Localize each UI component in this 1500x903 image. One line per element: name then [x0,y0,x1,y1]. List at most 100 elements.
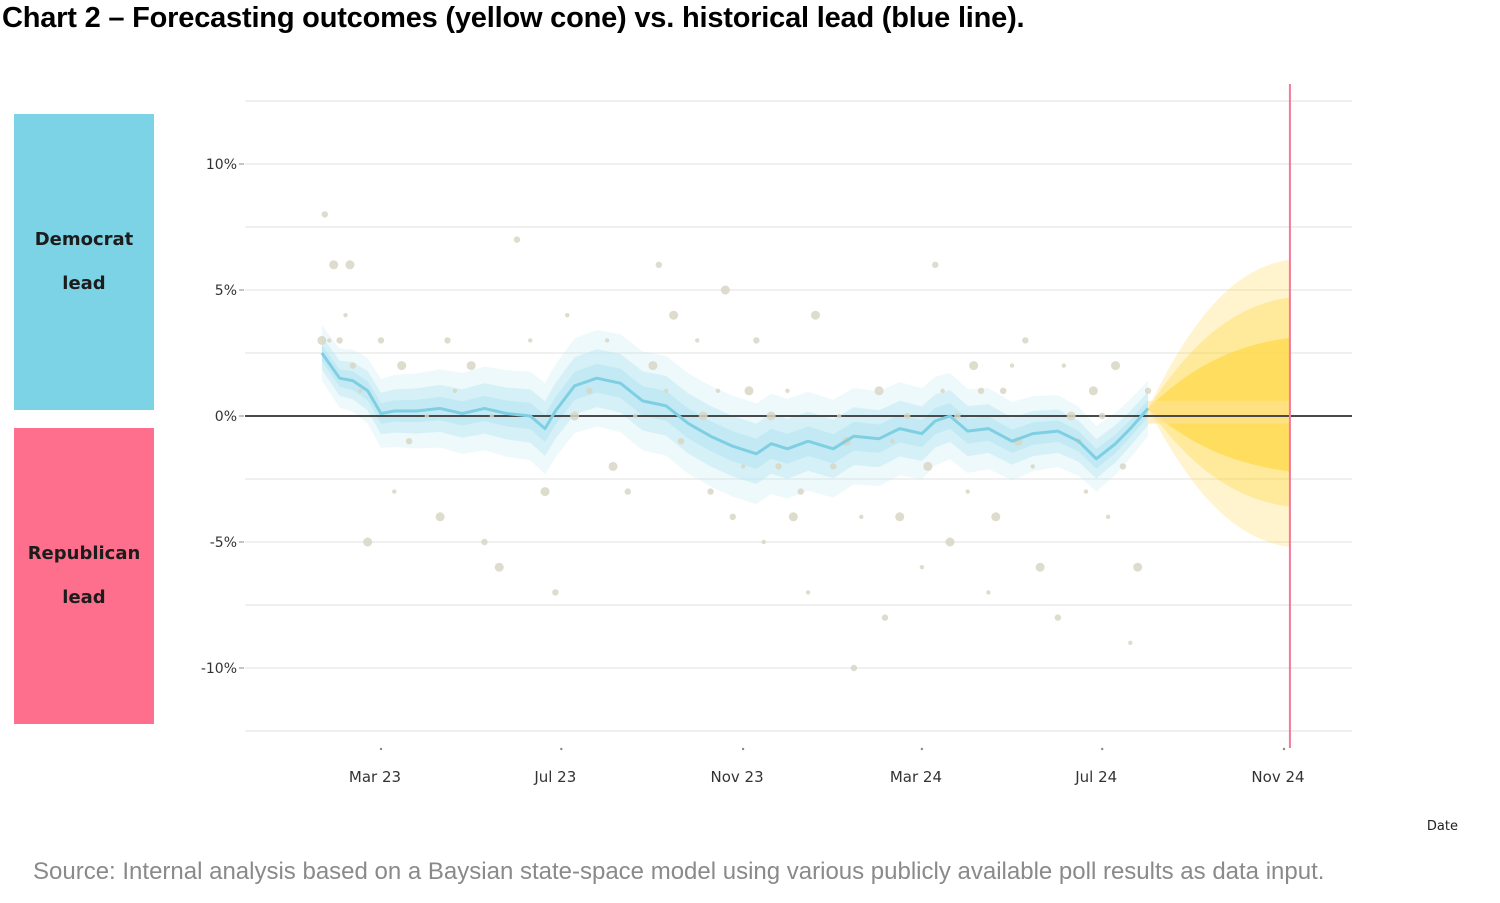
poll-point [707,488,714,495]
poll-point [677,438,685,445]
trend-series-line [320,352,1150,461]
poll-point [345,260,355,270]
poll-point [788,512,798,522]
poll-point [940,388,945,393]
poll-point [528,338,533,343]
poll-point [977,387,985,394]
x-tick-label: Nov 24 [1251,768,1304,786]
poll-point [604,338,610,343]
republican-lead-label-line1: Republican [27,543,141,564]
poll-point [608,461,618,471]
poll-point [444,337,451,344]
democrat-lead-box: Democrat lead [14,114,154,410]
poll-point [836,413,842,419]
poll-point [881,614,889,621]
poll-point [999,387,1007,394]
poll-point [1144,387,1152,394]
poll-point [358,388,363,393]
poll-point [830,463,837,470]
poll-point [954,412,961,420]
x-tick [1282,747,1286,751]
x-tick-label: Mar 24 [890,768,942,786]
poll-point [775,463,782,470]
poll-point [327,338,332,343]
poll-point [435,512,445,522]
poll-point [874,386,884,396]
poll-point [740,464,746,469]
poll-point [624,488,632,495]
poll-point [811,310,821,320]
poll-point [317,335,327,345]
poll-point [586,387,593,394]
poll-point [969,361,979,371]
poll-point [695,338,700,343]
poll-point [397,361,407,371]
poll-point [405,438,413,445]
poll-point [1061,363,1066,368]
poll-point [1009,363,1015,368]
poll-point [424,413,430,419]
poll-point [1099,412,1106,420]
gridlines [245,100,1352,732]
poll-point [513,236,521,243]
y-tick-label: -5% [210,535,237,551]
poll-point [753,337,760,344]
poll-point [466,361,476,371]
poll-point [903,412,911,420]
y-tick-label: -10% [201,661,237,677]
poll-point [321,211,329,218]
x-tick-label: Jul 24 [1074,768,1117,786]
poll-point [669,310,679,320]
poll-points [317,211,1152,672]
poll-point [565,313,570,318]
poll-point [1066,411,1076,421]
forecast-cone [1148,259,1290,548]
poll-point [761,539,766,545]
poll-point [343,313,348,318]
forecast-center-band [1148,400,1290,424]
poll-point [494,562,504,572]
poll-point [991,512,1001,522]
poll-point [1054,614,1062,621]
poll-point [932,261,939,268]
democrat-lead-label-line1: Democrat [34,229,134,250]
poll-point [481,538,488,546]
poll-point [1119,463,1127,470]
poll-point [720,285,730,295]
poll-point [1128,640,1133,645]
democrat-lead-label-line2: lead [62,273,106,294]
trend-band [321,344,1148,469]
poll-point [632,413,638,419]
poll-point [715,388,721,393]
trend-band [321,325,1148,505]
x-tick [920,747,924,751]
x-tick [1101,747,1104,751]
x-tick [560,747,563,751]
poll-point [986,590,991,595]
poll-point [329,260,339,270]
poll-point [1088,386,1098,396]
poll-point [1035,562,1045,572]
x-axis-label: Date [1427,819,1458,834]
poll-point [336,337,343,344]
poll-point [1133,562,1143,572]
y-tick-label: 5% [215,283,237,299]
poll-point [850,664,858,672]
poll-point [655,261,663,268]
poll-point [805,590,811,595]
source-note: Source: Internal analysis based on a Bay… [33,858,1325,885]
poll-point [489,413,495,419]
poll-point [945,537,955,547]
poll-point [349,362,357,369]
poll-point [363,537,373,547]
poll-point [1105,514,1111,519]
x-axis: Mar 23 Jul 23 Nov 23 Mar 24 Jul 24 Nov 24 [349,747,1305,786]
poll-point [729,513,736,520]
republican-lead-box: Republican lead [14,428,154,724]
poll-point [785,388,790,393]
poll-point [923,461,933,471]
poll-point [1022,337,1029,344]
poll-point [1083,489,1089,494]
poll-point [698,411,708,421]
